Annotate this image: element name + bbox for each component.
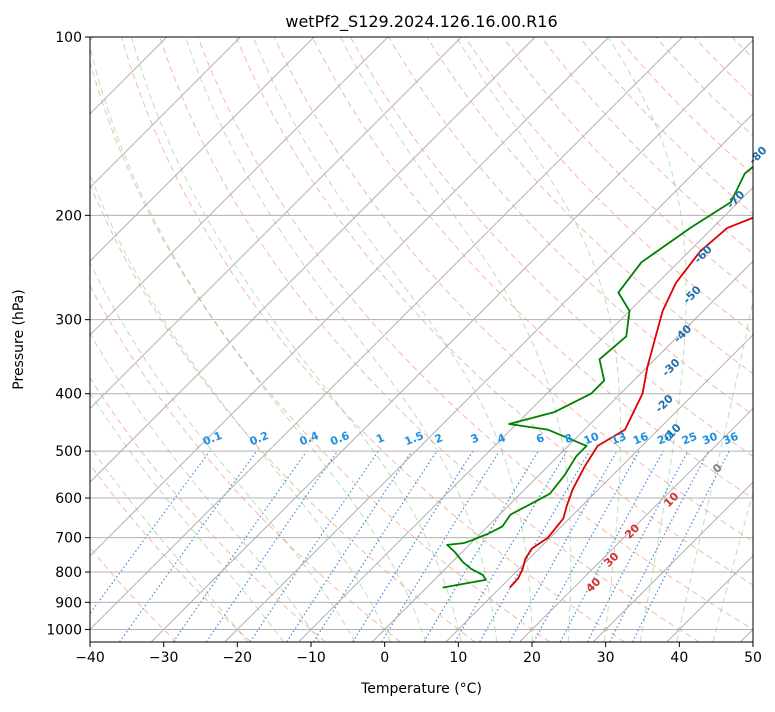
y-tick-label: 700 [55,531,82,547]
x-tick-label: 50 [744,650,762,666]
y-tick-label: 500 [55,444,82,460]
y-tick-label: 300 [55,313,82,329]
y-tick-label: 200 [55,208,82,224]
x-axis: −40 −30 −20 −10 0 10 20 30 40 50 [75,642,762,666]
dry-adiabat-line [770,37,775,642]
x-tick-label: 40 [670,650,688,666]
x-tick-label: 30 [597,650,615,666]
y-tick-label: 100 [55,30,82,46]
y-axis: 100 200 300 400 500 600 700 800 900 1000 [46,30,90,638]
x-tick-label: 10 [449,650,467,666]
chart-title: wetPf2_S129.2024.126.16.00.R16 [285,12,557,32]
y-tick-label: 800 [55,565,82,581]
x-tick-label: −20 [223,650,253,666]
y-tick-label: 400 [55,387,82,403]
x-axis-label: Temperature (°C) [360,681,482,697]
y-tick-label: 1000 [46,622,82,638]
plot-background [90,37,753,642]
y-tick-label: 600 [55,491,82,507]
x-tick-label: −30 [149,650,179,666]
y-tick-label: 900 [55,595,82,611]
dry-adiabat-label: -90 [770,90,775,113]
x-tick-label: 0 [380,650,389,666]
x-tick-label: 20 [523,650,541,666]
x-tick-label: −40 [75,650,105,666]
y-axis-label: Pressure (hPa) [11,289,27,389]
x-tick-label: −10 [296,650,326,666]
